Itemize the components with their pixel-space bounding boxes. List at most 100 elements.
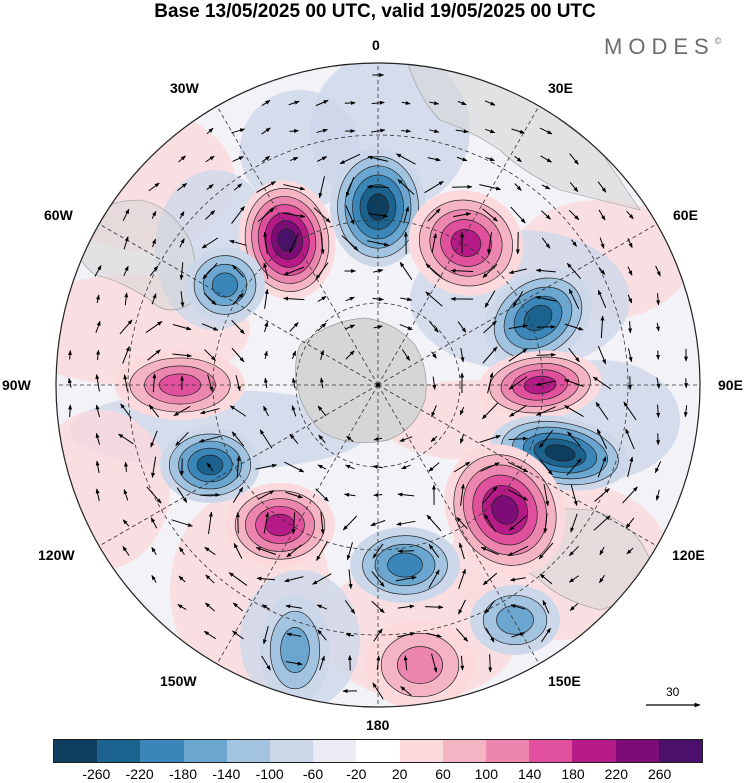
wind-arrow xyxy=(484,100,496,106)
wind-arrow xyxy=(372,543,384,559)
wind-arrow xyxy=(205,155,215,163)
wind-arrow xyxy=(231,206,245,224)
wind-arrow xyxy=(289,156,299,162)
lon-label-30w: 30W xyxy=(170,80,199,96)
wind-arrow xyxy=(509,515,527,531)
wind-arrow xyxy=(148,404,160,418)
colorbar-tick-label: -100 xyxy=(255,766,284,782)
negative-anomaly xyxy=(470,585,560,655)
wind-arrow xyxy=(319,377,324,389)
wind-arrow xyxy=(656,293,661,306)
wind-arrow xyxy=(236,455,241,478)
wind-arrow xyxy=(425,263,443,279)
wind-arrow xyxy=(231,431,245,447)
copyright-mark: © xyxy=(714,36,722,46)
wind-arrow xyxy=(203,630,216,640)
wind-arrow xyxy=(259,429,273,449)
wind-arrow xyxy=(315,262,329,280)
wind-arrow xyxy=(401,349,411,361)
wind-arrow xyxy=(626,547,634,555)
wind-arrow xyxy=(179,238,185,248)
wind-arrow xyxy=(627,266,633,276)
lon-label-150w: 150W xyxy=(160,673,197,689)
wind-arrow xyxy=(597,181,607,193)
wind-arrow xyxy=(568,347,580,363)
wind-arrow xyxy=(317,464,327,470)
negative-anomaly xyxy=(350,527,460,603)
wind-arrow xyxy=(539,127,553,135)
wind-arrow xyxy=(263,377,268,389)
wind-arrow xyxy=(95,294,100,304)
wind-arrow xyxy=(372,297,384,302)
wind-arrow xyxy=(123,489,129,501)
wind-arrow xyxy=(316,128,328,133)
colorbar-tick-label: 140 xyxy=(517,766,542,782)
wind-arrow xyxy=(543,512,548,534)
wind-arrow xyxy=(316,604,328,610)
wind-arrow xyxy=(656,404,661,418)
wind-arrow xyxy=(510,206,526,224)
wind-arrow xyxy=(198,435,221,443)
wind-arrow xyxy=(205,602,215,612)
wind-arrow xyxy=(339,153,361,165)
wind-arrow xyxy=(231,347,245,363)
meridian-line xyxy=(377,223,658,386)
wind-arrow xyxy=(507,545,529,557)
contour-level xyxy=(496,605,534,635)
wind-arrow xyxy=(655,350,660,360)
wind-arrow xyxy=(479,435,501,443)
wind-arrow xyxy=(457,321,467,333)
polar-map xyxy=(55,62,701,708)
meridian-line xyxy=(98,223,379,386)
wind-arrow xyxy=(119,319,133,335)
wind-arrow xyxy=(179,211,185,219)
contour-level xyxy=(196,454,224,476)
brand-text: MODES xyxy=(604,34,715,59)
wind-arrow xyxy=(289,322,299,332)
contour-level xyxy=(491,495,519,525)
wind-arrow xyxy=(233,542,243,559)
wind-arrow xyxy=(263,350,268,360)
wind-arrow xyxy=(342,515,358,531)
colorbar-swatch xyxy=(529,740,573,762)
wind-arrow xyxy=(568,288,580,310)
wind-arrow xyxy=(317,629,327,641)
wind-arrow xyxy=(373,492,383,497)
wind-arrow xyxy=(509,577,526,582)
wind-arrow xyxy=(456,156,468,162)
wind-arrow xyxy=(320,232,325,255)
wind-arrow xyxy=(453,461,471,473)
wind-arrow xyxy=(346,436,354,442)
wind-arrow xyxy=(208,511,213,534)
colorbar-swatch xyxy=(54,740,98,762)
colorbar-swatch xyxy=(658,740,703,762)
lon-label-60e: 60E xyxy=(673,207,698,223)
wind-arrow xyxy=(95,404,100,418)
wind-arrow xyxy=(317,322,327,332)
wind-arrow xyxy=(426,514,442,532)
wind-arrow xyxy=(318,434,326,444)
wind-arrow xyxy=(255,547,276,555)
wind-arrow xyxy=(206,184,214,190)
wind-arrow xyxy=(172,353,193,358)
wind-arrow xyxy=(206,127,214,135)
wind-arrow xyxy=(122,208,130,222)
wind-arrow xyxy=(376,655,381,671)
wind-arrow xyxy=(232,602,244,612)
colorbar-tick-label: -140 xyxy=(212,766,241,782)
wind-arrow xyxy=(316,541,328,561)
wind-arrow xyxy=(261,100,271,106)
wind-arrow xyxy=(371,100,385,105)
wind-arrow xyxy=(373,628,383,642)
wind-arrow xyxy=(460,655,465,671)
wind-arrow xyxy=(484,600,496,614)
wind-arrow xyxy=(283,184,306,191)
wind-arrow xyxy=(151,574,157,583)
wind-arrow xyxy=(627,456,634,478)
wind-arrow xyxy=(257,207,275,223)
negative-anomaly xyxy=(185,247,265,323)
wind-arrow xyxy=(176,487,188,503)
wind-arrow xyxy=(345,633,355,638)
lon-label-60w: 60W xyxy=(44,207,73,223)
wind-arrow xyxy=(622,486,638,504)
